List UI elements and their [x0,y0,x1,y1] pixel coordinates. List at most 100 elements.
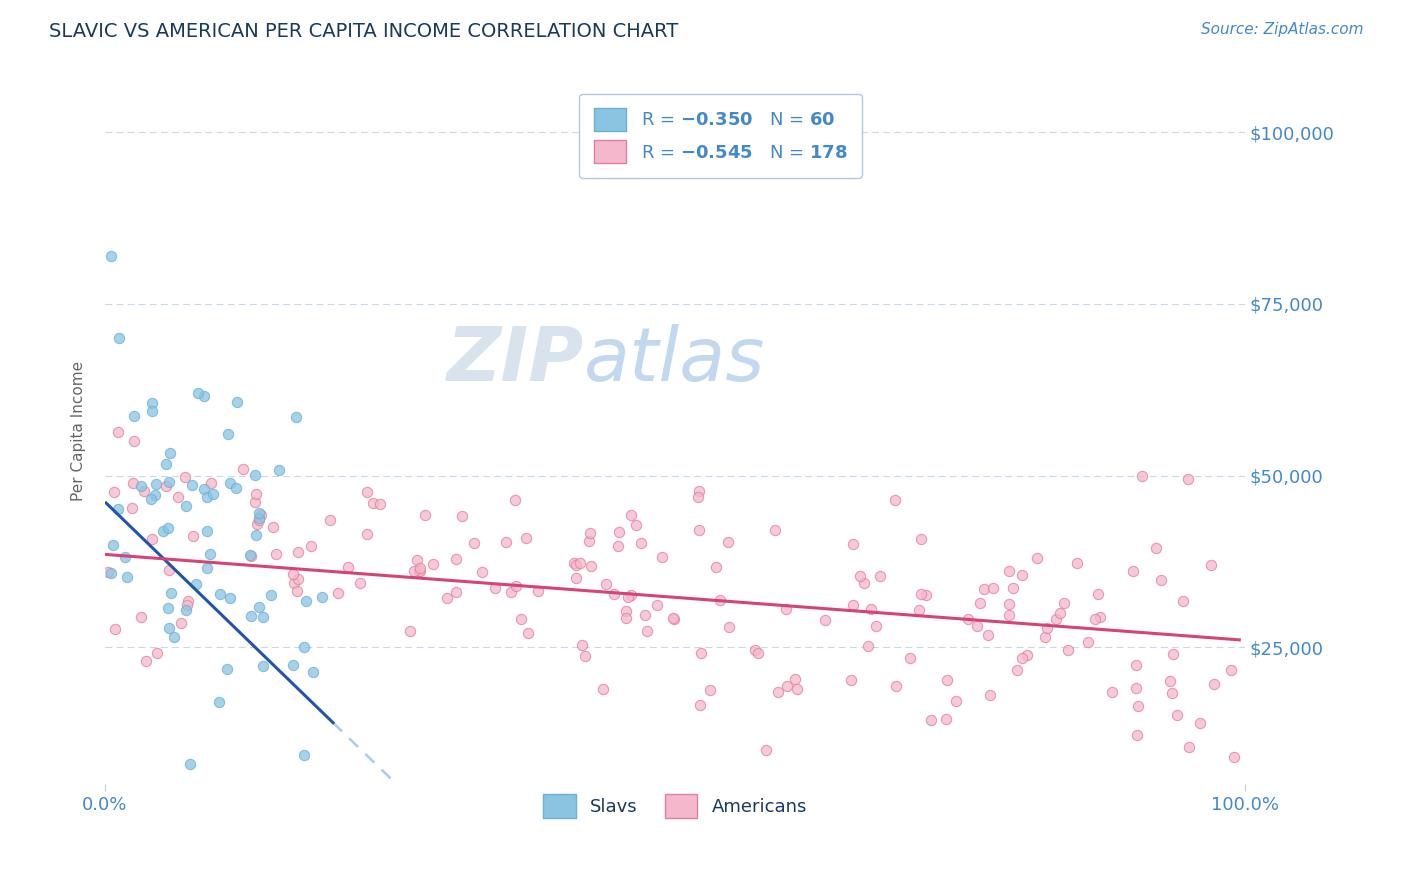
Point [141,532,163,546]
Point [436,591,458,605]
Text: atlas: atlas [583,324,765,396]
Point [200,476,222,491]
Point [422,558,444,572]
Point [285,583,308,598]
Point [1025,550,1047,565]
Point [239,548,262,562]
Legend: Slavs, Americans: Slavs, Americans [536,788,814,825]
Point [704,560,727,574]
Point [399,624,422,638]
Point [262,520,284,534]
Point [159,446,181,460]
Point [509,612,531,626]
Point [368,497,391,511]
Point [193,389,215,403]
Point [841,537,863,551]
Point [107,425,129,440]
Point [283,576,305,591]
Point [1188,715,1211,730]
Point [356,485,378,500]
Point [689,646,711,660]
Point [1159,674,1181,689]
Point [232,462,254,476]
Point [1132,468,1154,483]
Point [100,566,122,580]
Point [1126,698,1149,713]
Point [1219,663,1241,677]
Point [155,479,177,493]
Point [285,410,308,425]
Point [413,508,436,522]
Point [662,612,685,626]
Point [620,588,643,602]
Point [292,640,315,655]
Point [107,501,129,516]
Point [243,495,266,509]
Point [645,599,668,613]
Point [103,485,125,500]
Point [249,510,271,524]
Point [139,492,162,507]
Point [336,560,359,574]
Point [1002,581,1025,595]
Point [607,524,630,539]
Point [141,404,163,418]
Point [624,518,647,533]
Point [115,570,138,584]
Point [252,659,274,673]
Text: SLAVIC VS AMERICAN PER CAPITA INCOME CORRELATION CHART: SLAVIC VS AMERICAN PER CAPITA INCOME COR… [49,22,679,41]
Point [484,581,506,595]
Point [408,564,430,578]
Point [783,672,806,686]
Point [287,572,309,586]
Point [503,493,526,508]
Point [908,603,931,617]
Point [775,601,797,615]
Point [163,630,186,644]
Point [747,646,769,660]
Point [217,426,239,441]
Point [281,566,304,581]
Point [264,547,287,561]
Point [1011,567,1033,582]
Point [565,571,588,585]
Point [173,470,195,484]
Point [311,590,333,604]
Point [766,685,789,699]
Point [495,535,517,549]
Point [956,612,979,626]
Point [1178,740,1201,755]
Point [630,536,652,550]
Point [848,569,870,583]
Point [776,680,799,694]
Point [104,622,127,636]
Point [1125,681,1147,696]
Point [463,536,485,550]
Point [920,713,942,727]
Point [786,682,808,697]
Point [143,487,166,501]
Point [114,549,136,564]
Point [1053,596,1076,610]
Point [1126,729,1149,743]
Point [283,657,305,672]
Point [574,648,596,663]
Point [319,512,342,526]
Point [1066,557,1088,571]
Point [471,565,494,579]
Point [579,525,602,540]
Point [1011,650,1033,665]
Point [1166,708,1188,723]
Point [763,523,786,537]
Point [1204,677,1226,691]
Point [1088,610,1111,624]
Point [981,582,1004,596]
Point [571,638,593,652]
Point [935,673,957,687]
Point [1036,621,1059,635]
Point [349,576,371,591]
Point [699,683,721,698]
Point [181,528,204,542]
Point [1017,648,1039,662]
Point [141,396,163,410]
